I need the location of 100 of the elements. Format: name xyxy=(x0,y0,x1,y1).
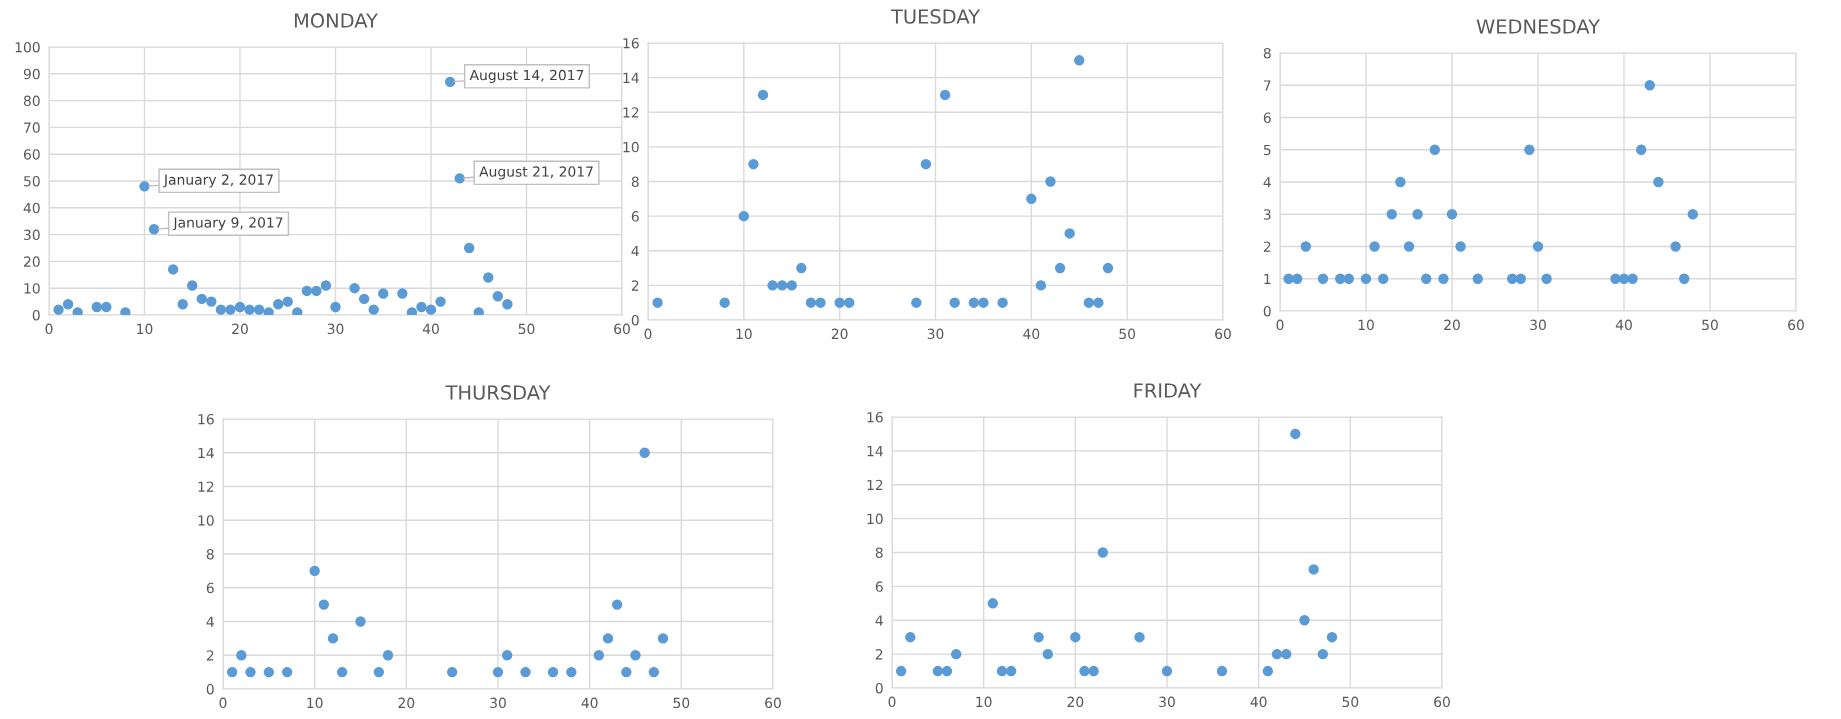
x-tick-label: 50 xyxy=(1702,319,1718,331)
point xyxy=(1097,547,1109,558)
y-tick-label: 7 xyxy=(1263,80,1271,91)
x-tick-label: 0 xyxy=(219,697,227,709)
y-tick-label: 5 xyxy=(1263,144,1271,156)
point xyxy=(358,293,370,305)
point xyxy=(621,666,632,678)
y-tick-label: 70 xyxy=(24,122,40,133)
point xyxy=(950,648,962,660)
point xyxy=(996,665,1008,677)
point xyxy=(263,307,274,315)
point xyxy=(602,633,614,644)
x-tick-label: 60 xyxy=(1215,328,1231,340)
point xyxy=(454,173,465,184)
point xyxy=(1532,241,1544,252)
point xyxy=(382,650,394,661)
chart-title: WEDNESDAY xyxy=(1476,19,1601,34)
x-tick-label: 40 xyxy=(1615,319,1632,331)
point xyxy=(225,304,236,315)
point xyxy=(263,666,275,678)
point xyxy=(1395,176,1406,188)
point xyxy=(593,650,605,661)
point xyxy=(1524,144,1535,155)
chart-title: THURSDAY xyxy=(445,385,551,400)
y-tick-label: 60 xyxy=(23,149,40,160)
point xyxy=(639,447,650,458)
y-tick-label: 16 xyxy=(198,413,214,425)
y-tick-label: 6 xyxy=(875,581,883,592)
point xyxy=(1161,665,1173,677)
y-tick-label: 20 xyxy=(24,256,40,267)
point xyxy=(91,301,102,313)
point xyxy=(1300,241,1311,252)
point xyxy=(215,304,227,315)
point xyxy=(1033,631,1044,643)
point xyxy=(464,242,475,254)
point xyxy=(895,665,907,677)
point xyxy=(520,666,531,678)
point xyxy=(1687,209,1699,220)
annotation: August 21, 2017 xyxy=(479,166,593,180)
point xyxy=(1653,176,1664,188)
y-tick-label: 16 xyxy=(867,411,883,423)
point xyxy=(1290,428,1301,440)
point xyxy=(336,666,348,678)
point xyxy=(1064,228,1075,239)
point xyxy=(373,666,385,678)
point xyxy=(796,262,807,274)
point xyxy=(196,293,207,305)
point xyxy=(1093,297,1104,308)
x-tick-label: 20 xyxy=(1444,319,1460,331)
y-tick-label: 2 xyxy=(206,650,214,661)
point xyxy=(492,291,504,302)
y-tick-label: 80 xyxy=(23,95,40,107)
y-tick-label: 8 xyxy=(631,176,639,187)
x-tick-label: 60 xyxy=(614,323,630,335)
point xyxy=(1026,193,1037,205)
x-tick-label: 40 xyxy=(581,697,598,709)
point xyxy=(1079,665,1090,677)
point xyxy=(1378,273,1389,284)
y-tick-label: 4 xyxy=(631,245,639,257)
point xyxy=(1541,273,1552,284)
y-tick-label: 14 xyxy=(623,72,639,83)
point xyxy=(949,297,960,308)
point xyxy=(1317,273,1329,284)
y-tick-label: 12 xyxy=(198,481,214,492)
y-tick-label: 4 xyxy=(875,615,883,626)
point xyxy=(320,280,332,291)
y-tick-label: 6 xyxy=(1263,112,1271,123)
point xyxy=(815,297,826,308)
point xyxy=(206,296,217,307)
x-tick-label: 30 xyxy=(327,323,344,335)
point xyxy=(416,301,427,313)
point xyxy=(330,301,341,313)
point xyxy=(446,666,458,678)
point xyxy=(292,307,303,315)
point xyxy=(502,299,513,310)
y-tick-label: 0 xyxy=(1263,305,1271,317)
point xyxy=(1627,273,1638,284)
point xyxy=(1429,144,1441,155)
point xyxy=(101,301,112,313)
y-tick-label: 10 xyxy=(623,141,639,153)
point xyxy=(1360,273,1372,284)
point xyxy=(139,181,150,192)
point xyxy=(939,89,951,101)
point xyxy=(1308,564,1319,575)
point xyxy=(1343,273,1354,284)
point xyxy=(72,307,83,315)
point xyxy=(987,598,999,609)
point xyxy=(1088,665,1099,677)
point xyxy=(492,666,504,678)
x-tick-label: 10 xyxy=(976,696,992,708)
point xyxy=(1042,648,1054,660)
point xyxy=(1335,273,1346,284)
y-tick-label: 0 xyxy=(875,682,883,694)
chart-title: MONDAY xyxy=(294,13,378,28)
point xyxy=(1134,631,1145,643)
y-tick-label: 50 xyxy=(24,175,40,187)
point xyxy=(53,304,64,315)
point xyxy=(978,297,989,308)
point xyxy=(1438,273,1449,284)
y-tick-label: 0 xyxy=(206,683,214,695)
